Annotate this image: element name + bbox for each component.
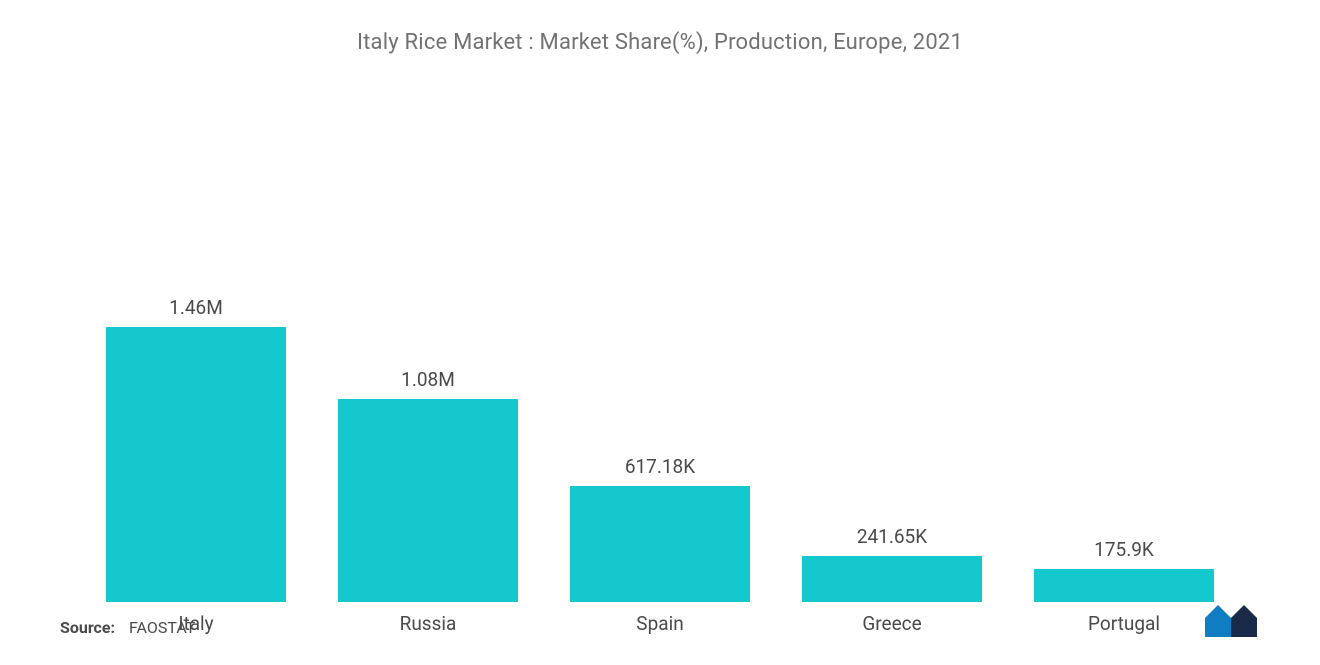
bar bbox=[106, 327, 286, 602]
plot-area: 1.46MItaly1.08MRussia617.18KSpain241.65K… bbox=[60, 155, 1260, 635]
chart-footer: Source: FAOSTAT bbox=[60, 599, 1260, 637]
source-label: Source: bbox=[60, 618, 115, 637]
bar-value-label: 175.9K bbox=[1094, 538, 1154, 561]
chart-container: Italy Rice Market : Market Share(%), Pro… bbox=[0, 0, 1320, 665]
bar-value-label: 617.18K bbox=[625, 455, 695, 478]
chart-title: Italy Rice Market : Market Share(%), Pro… bbox=[60, 30, 1260, 55]
bar-value-label: 1.08M bbox=[401, 368, 455, 391]
bar bbox=[570, 486, 750, 602]
bar-value-label: 241.65K bbox=[857, 525, 927, 548]
bar-value-label: 1.46M bbox=[169, 296, 223, 319]
source-line: Source: FAOSTAT bbox=[60, 618, 195, 637]
bar bbox=[802, 556, 982, 602]
bar-group: 1.46MItaly bbox=[106, 296, 286, 635]
bar-group: 1.08MRussia bbox=[338, 368, 518, 635]
bar bbox=[1034, 569, 1214, 602]
bar bbox=[338, 399, 518, 602]
brand-logo-icon bbox=[1202, 599, 1260, 637]
source-value: FAOSTAT bbox=[129, 618, 195, 637]
